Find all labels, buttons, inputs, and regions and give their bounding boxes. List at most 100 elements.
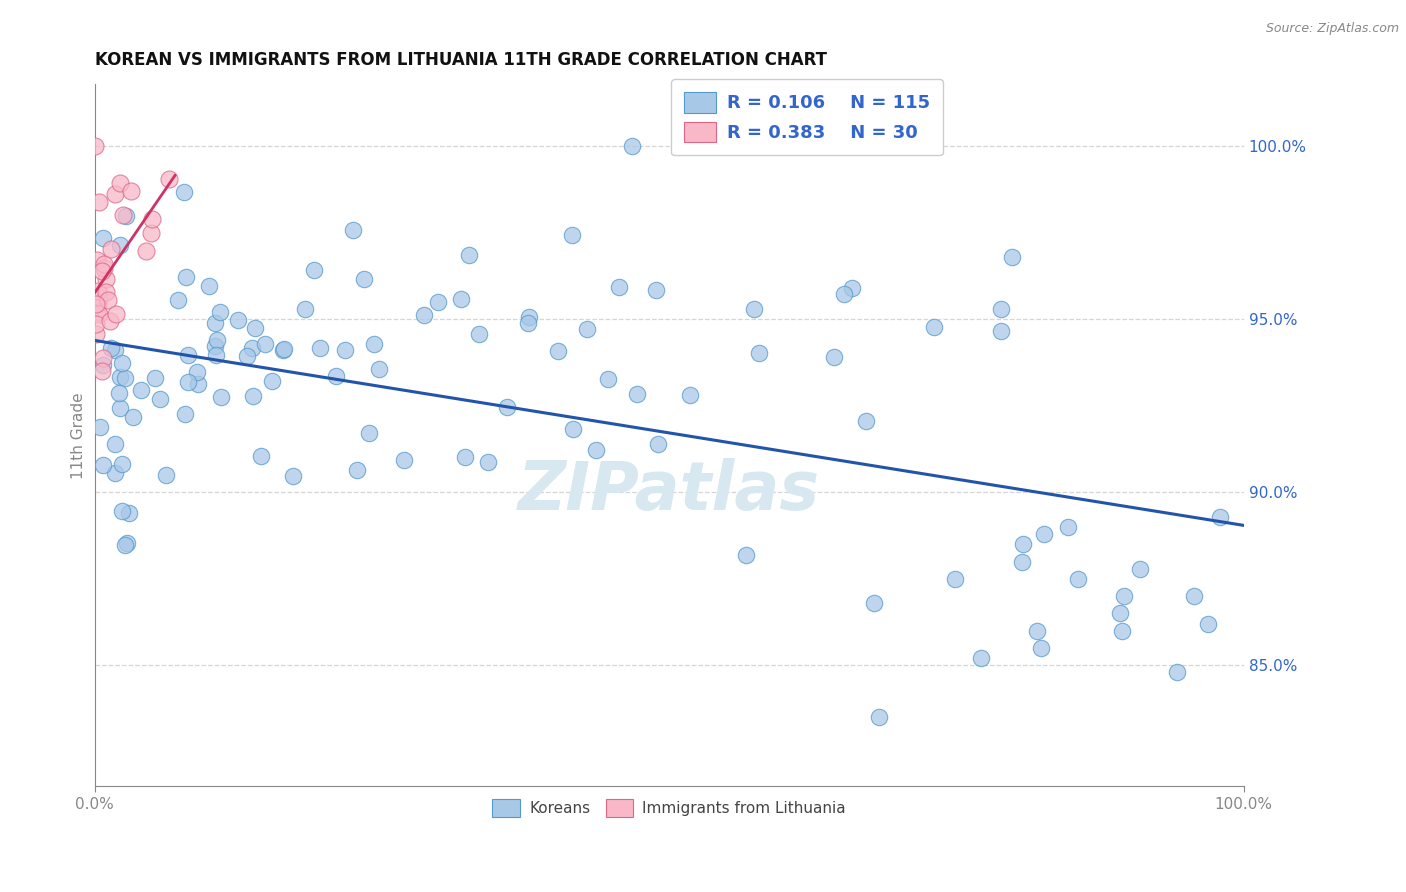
- Point: [561, 227, 583, 242]
- Point: [209, 305, 232, 319]
- Point: [89, 420, 111, 434]
- Point: [118, 506, 141, 520]
- Point: [131, 383, 153, 397]
- Point: [273, 342, 295, 356]
- Point: [91, 351, 114, 366]
- Point: [110, 401, 132, 415]
- Point: [748, 346, 770, 360]
- Point: [250, 449, 273, 463]
- Point: [91, 231, 114, 245]
- Point: [863, 596, 886, 610]
- Point: [253, 337, 276, 351]
- Text: Source: ZipAtlas.com: Source: ZipAtlas.com: [1265, 22, 1399, 36]
- Point: [990, 325, 1012, 339]
- Point: [357, 425, 380, 440]
- Point: [427, 294, 450, 309]
- Point: [209, 390, 232, 404]
- Point: [922, 320, 945, 334]
- Point: [1197, 616, 1219, 631]
- Point: [855, 414, 877, 428]
- Point: [454, 450, 477, 465]
- Point: [87, 307, 110, 321]
- Point: [477, 455, 499, 469]
- Point: [157, 172, 180, 186]
- Point: [607, 280, 630, 294]
- Point: [1029, 641, 1052, 656]
- Point: [325, 368, 347, 383]
- Point: [135, 244, 157, 258]
- Point: [86, 285, 108, 299]
- Point: [294, 301, 316, 316]
- Point: [1109, 607, 1132, 621]
- Point: [990, 301, 1012, 316]
- Text: ZIPatlas: ZIPatlas: [519, 458, 820, 524]
- Point: [309, 341, 332, 355]
- Point: [93, 260, 115, 275]
- Point: [679, 388, 702, 402]
- Point: [198, 278, 221, 293]
- Point: [620, 139, 643, 153]
- Point: [155, 467, 177, 482]
- Point: [93, 359, 115, 373]
- Point: [1033, 527, 1056, 541]
- Point: [110, 238, 132, 252]
- Point: [868, 710, 890, 724]
- Point: [94, 272, 117, 286]
- Point: [450, 292, 472, 306]
- Point: [970, 651, 993, 665]
- Point: [104, 307, 127, 321]
- Point: [1209, 509, 1232, 524]
- Point: [114, 538, 136, 552]
- Point: [353, 272, 375, 286]
- Point: [547, 343, 569, 358]
- Point: [87, 296, 110, 310]
- Point: [93, 257, 115, 271]
- Point: [97, 293, 120, 308]
- Point: [91, 458, 114, 473]
- Point: [141, 226, 163, 240]
- Point: [242, 389, 264, 403]
- Point: [413, 309, 436, 323]
- Point: [1067, 572, 1090, 586]
- Point: [174, 269, 197, 284]
- Point: [143, 371, 166, 385]
- Point: [205, 348, 228, 362]
- Point: [245, 320, 267, 334]
- Point: [110, 370, 132, 384]
- Point: [100, 342, 122, 356]
- Point: [1056, 520, 1078, 534]
- Point: [177, 375, 200, 389]
- Point: [84, 139, 107, 153]
- Point: [1166, 665, 1188, 680]
- Point: [107, 386, 129, 401]
- Point: [495, 400, 517, 414]
- Point: [271, 343, 294, 357]
- Point: [204, 316, 226, 330]
- Point: [108, 176, 131, 190]
- Point: [834, 286, 856, 301]
- Point: [1182, 589, 1205, 603]
- Point: [122, 409, 145, 424]
- Point: [114, 371, 136, 385]
- Point: [111, 208, 134, 222]
- Point: [517, 310, 540, 325]
- Y-axis label: 11th Grade: 11th Grade: [72, 392, 86, 479]
- Point: [100, 242, 122, 256]
- Point: [204, 339, 226, 353]
- Point: [86, 296, 108, 310]
- Point: [226, 313, 249, 327]
- Point: [841, 281, 863, 295]
- Text: KOREAN VS IMMIGRANTS FROM LITHUANIA 11TH GRADE CORRELATION CHART: KOREAN VS IMMIGRANTS FROM LITHUANIA 11TH…: [94, 51, 827, 69]
- Point: [824, 350, 846, 364]
- Point: [90, 364, 112, 378]
- Point: [90, 264, 112, 278]
- Point: [644, 283, 666, 297]
- Point: [516, 316, 538, 330]
- Point: [187, 376, 209, 391]
- Point: [186, 365, 208, 379]
- Point: [94, 285, 117, 300]
- Point: [89, 195, 111, 210]
- Point: [115, 209, 138, 223]
- Point: [104, 187, 127, 202]
- Point: [236, 349, 259, 363]
